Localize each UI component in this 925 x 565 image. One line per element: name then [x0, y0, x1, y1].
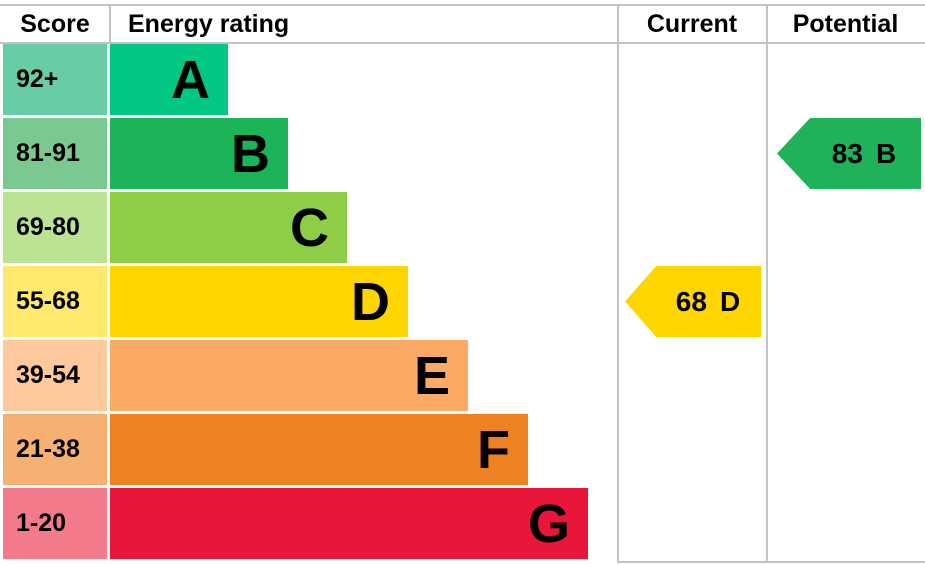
top-border-line [0, 4, 925, 6]
band-score-range: 92+ [3, 44, 107, 115]
band-bar-b: B [110, 118, 288, 189]
header-energy-rating: Energy rating [128, 9, 290, 38]
band-letter: C [290, 197, 329, 258]
band-bar-g: G [110, 488, 588, 559]
bottom-border-line [617, 561, 925, 563]
band-bar-e: E [110, 340, 468, 411]
band-bar-f: F [110, 414, 528, 485]
band-score-range: 1-20 [3, 488, 107, 559]
header-potential: Potential [792, 9, 899, 38]
header-current: Current [646, 9, 738, 38]
potential-rating-arrow: 83 B [777, 118, 921, 189]
band-row-g: 1-20 G [0, 488, 925, 562]
band-letter: G [527, 493, 570, 554]
band-letter: F [477, 419, 510, 480]
score-column-divider [109, 4, 111, 44]
band-score-range: 39-54 [3, 340, 107, 411]
band-row-b: 81-91 B [0, 118, 925, 192]
current-band-letter: D [719, 285, 741, 317]
header-border-line [0, 42, 925, 44]
potential-score-value: 83 [831, 137, 863, 169]
band-letter: D [351, 271, 390, 332]
current-score-value: 68 [675, 285, 707, 317]
band-score-range: 69-80 [3, 192, 107, 263]
band-row-f: 21-38 F [0, 414, 925, 488]
band-letter: B [231, 123, 270, 184]
band-score-range: 81-91 [3, 118, 107, 189]
potential-band-letter: B [875, 137, 897, 169]
current-column-divider [617, 4, 619, 563]
band-rows: 92+ A 81-91 B 69-80 C 55-68 D 39-54 E 21-38 F 1-20 G [0, 44, 925, 562]
band-bar-a: A [110, 44, 228, 115]
header-score: Score [20, 9, 90, 38]
band-row-d: 55-68 D [0, 266, 925, 340]
band-row-c: 69-80 C [0, 192, 925, 266]
band-bar-c: C [110, 192, 347, 263]
band-row-e: 39-54 E [0, 340, 925, 414]
potential-column-divider [766, 4, 768, 563]
band-score-range: 21-38 [3, 414, 107, 485]
band-score-range: 55-68 [3, 266, 107, 337]
band-bar-d: D [110, 266, 408, 337]
band-letter: E [413, 345, 450, 406]
band-letter: A [171, 49, 210, 110]
current-rating-arrow: 68 D [625, 266, 761, 337]
chart-header: Score Energy rating Current Potential [0, 6, 925, 42]
band-row-a: 92+ A [0, 44, 925, 118]
